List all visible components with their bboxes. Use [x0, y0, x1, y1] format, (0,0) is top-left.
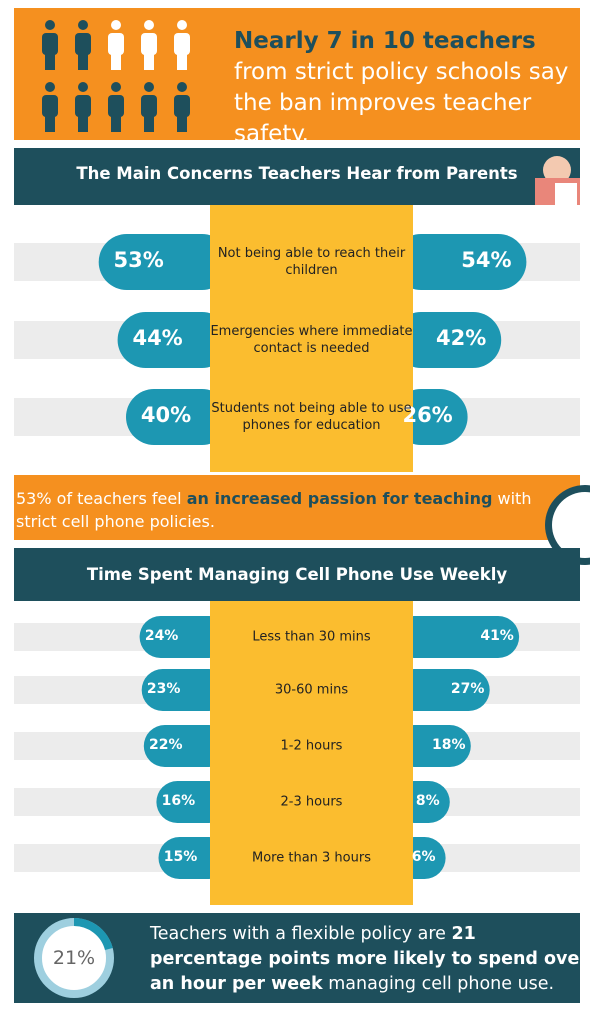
row-label: Less than 30 mins [210, 629, 413, 646]
right-value: 41% [467, 628, 527, 644]
person-legs [144, 115, 154, 132]
header-text: Nearly 7 in 10 teachers from strict poli… [234, 26, 584, 150]
row-label: Students not being able to use phones fo… [210, 400, 413, 434]
person-head [144, 20, 154, 30]
person-head [78, 82, 88, 92]
person-legs [111, 115, 121, 132]
highlight: Nearly 7 in 10 teachers [234, 28, 536, 54]
section-title: Time Spent Managing Cell Phone Use Weekl… [14, 565, 580, 584]
person-body [75, 33, 91, 55]
row-label: More than 3 hours [210, 850, 413, 867]
person-body [174, 95, 190, 117]
text: 53% of teachers feel [16, 489, 187, 508]
person-legs [45, 115, 55, 132]
right-value: 42% [431, 326, 491, 350]
right-value: 54% [456, 248, 516, 272]
footer-text: Teachers with a flexible policy are 21 p… [150, 922, 590, 997]
person-head [45, 20, 55, 30]
person-legs [78, 53, 88, 70]
person-head [78, 20, 88, 30]
row-label: 1-2 hours [210, 738, 413, 755]
left-value: 15% [151, 849, 211, 865]
person-body [42, 33, 58, 55]
left-value: 24% [132, 628, 192, 644]
person-body [108, 33, 124, 55]
person-legs [45, 53, 55, 70]
infographic: Nearly 7 in 10 teachers from strict poli… [0, 0, 590, 1011]
person-head [111, 20, 121, 30]
person-legs [177, 53, 187, 70]
person-body [75, 95, 91, 117]
text: Teachers with a flexible policy are [150, 924, 451, 944]
highlight: an increased passion for teaching [187, 489, 493, 508]
left-value: 22% [136, 737, 196, 753]
person-body [141, 33, 157, 55]
person-legs [111, 53, 121, 70]
person-head [144, 82, 154, 92]
person-head [45, 82, 55, 92]
right-value: 27% [438, 681, 498, 697]
person-body [42, 95, 58, 117]
row-label: Not being able to reach their children [210, 245, 413, 279]
section-title: The Main Concerns Teachers Hear from Par… [14, 164, 580, 183]
person-head [111, 82, 121, 92]
person-body [174, 33, 190, 55]
left-value: 23% [134, 681, 194, 697]
text: from strict policy schools say the ban i… [234, 59, 568, 147]
person-head [177, 20, 187, 30]
row-label: 30-60 mins [210, 682, 413, 699]
row-label: Emergencies where immediate contact is n… [210, 323, 413, 357]
left-value: 44% [128, 326, 188, 350]
person-legs [78, 115, 88, 132]
left-value: 40% [136, 403, 196, 427]
passion-text: 53% of teachers feel an increased passio… [16, 487, 536, 533]
left-value: 16% [148, 793, 208, 809]
person-head [177, 82, 187, 92]
text: managing cell phone use. [323, 974, 554, 994]
person-legs [144, 53, 154, 70]
person-body [108, 95, 124, 117]
gauge-label: 21% [44, 947, 104, 969]
right-value: 18% [419, 737, 479, 753]
left-value: 53% [109, 248, 169, 272]
person-body [141, 95, 157, 117]
person-legs [177, 115, 187, 132]
row-label: 2-3 hours [210, 794, 413, 811]
